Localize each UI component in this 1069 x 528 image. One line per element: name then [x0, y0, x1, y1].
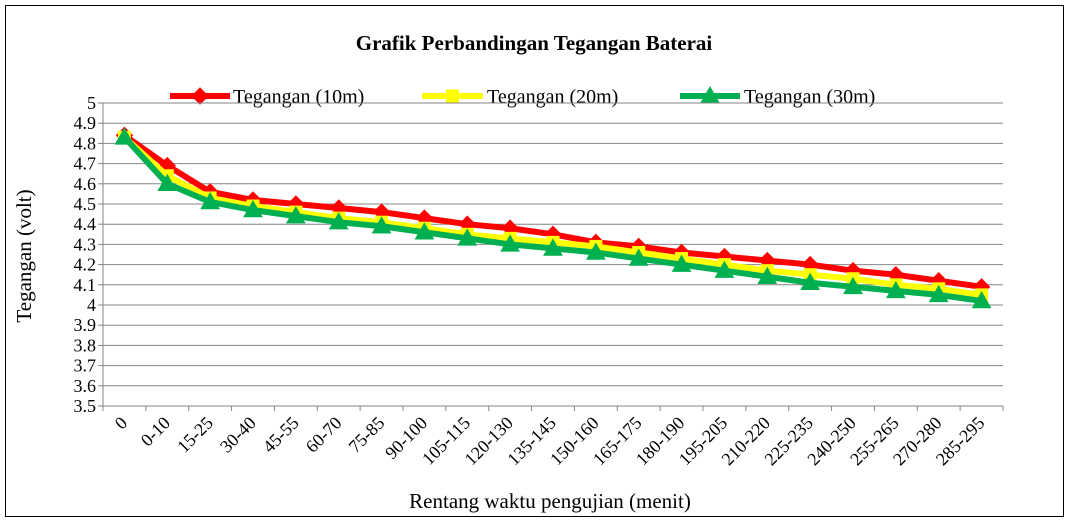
y-tick-label: 4.7: [74, 154, 97, 174]
x-axis-label: Rentang waktu pengujian (menit): [409, 489, 691, 513]
data-point: [928, 284, 949, 303]
gridlines: [103, 102, 1003, 387]
data-point: [714, 260, 735, 278]
y-tick-label: 3.9: [74, 315, 97, 335]
y-tick-label: 3.7: [74, 356, 97, 376]
data-point: [843, 276, 863, 295]
series-layer: [114, 126, 992, 309]
y-tick-label: 3.8: [74, 335, 97, 355]
data-point: [328, 212, 349, 230]
y-tick-label: 4: [87, 295, 96, 315]
series-3: [114, 127, 992, 309]
data-point: [585, 242, 606, 260]
y-axis-label: Tegangan (volt): [12, 189, 36, 322]
data-point: [200, 191, 221, 210]
data-point: [243, 200, 263, 218]
data-point: [543, 238, 563, 256]
y-tick-label: 4.5: [74, 194, 97, 214]
data-point: [157, 173, 178, 192]
data-point: [371, 216, 392, 234]
legend-label: Tegangan (30m): [744, 86, 875, 108]
data-point: [671, 254, 692, 272]
data-point: [414, 222, 435, 240]
legend-label: Tegangan (20m): [487, 86, 618, 108]
legend-swatch-marker: [191, 87, 209, 105]
data-point: [800, 272, 821, 291]
chart-border: [5, 5, 1064, 517]
y-tick-label: 4.9: [74, 113, 97, 133]
data-point: [114, 127, 135, 145]
y-tick-label: 4.4: [74, 214, 97, 234]
y-tick-label: 4.6: [74, 174, 97, 194]
y-tick-label: 4.3: [74, 234, 97, 254]
chart-title: Grafik Perbandingan Tegangan Baterai: [356, 31, 713, 55]
y-tick-label: 4.2: [74, 255, 97, 275]
legend-swatch-marker: [446, 89, 459, 103]
data-point: [971, 290, 992, 309]
y-tick-label: 3.6: [74, 376, 97, 396]
y-axis: 3.53.63.73.83.944.14.24.34.44.54.64.74.8…: [74, 93, 104, 416]
legend: Tegangan (10m) Tegangan (20m) Tegangan (30…: [170, 85, 875, 108]
y-tick-label: 4.1: [74, 275, 97, 295]
legend-label: Tegangan (10m): [233, 86, 364, 108]
data-point: [500, 234, 521, 252]
data-point: [885, 280, 906, 299]
y-tick-label: 3.5: [74, 396, 97, 416]
data-point: [628, 248, 649, 266]
data-point: [757, 266, 778, 284]
data-point: [285, 206, 306, 224]
y-tick-label: 5: [87, 93, 96, 113]
y-tick-label: 4.8: [74, 133, 97, 153]
data-point: [457, 228, 478, 246]
